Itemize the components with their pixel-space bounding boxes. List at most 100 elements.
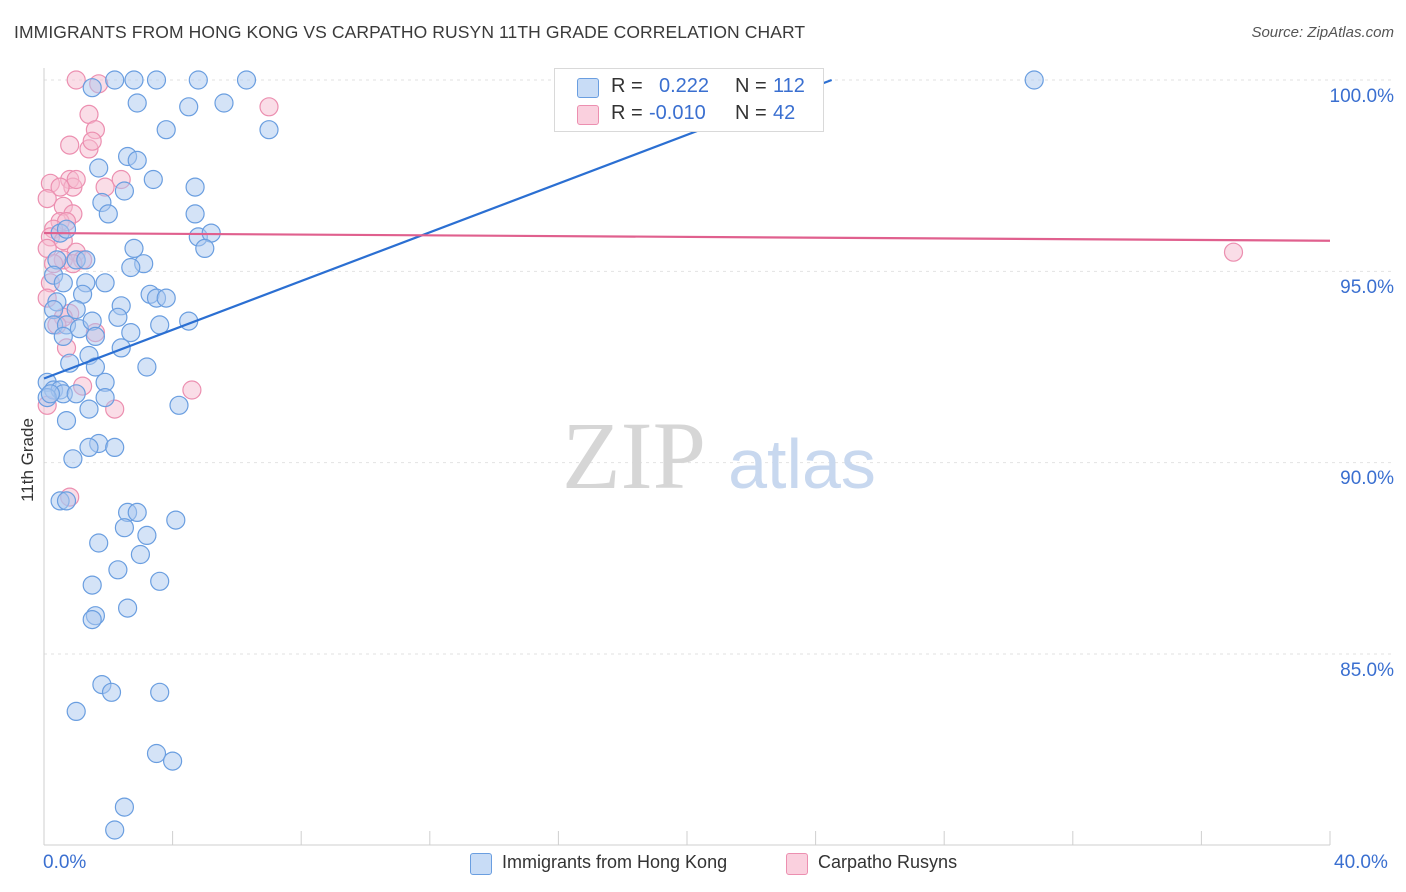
watermark-atlas: atlas [728, 425, 876, 503]
legend-n-value: 42 [773, 102, 796, 124]
data-point [169, 395, 189, 415]
data-point [188, 70, 208, 90]
legend-label: Immigrants from Hong Kong [502, 852, 728, 872]
data-point [66, 384, 86, 404]
data-point [130, 544, 150, 565]
data-point [82, 575, 102, 595]
legend-r-label: R = [611, 102, 643, 124]
data-point [66, 300, 86, 320]
data-point [89, 533, 109, 553]
trend-line-carpatho-rusyns [43, 231, 1331, 242]
legend-swatch-pink [577, 105, 599, 125]
data-point [82, 131, 102, 151]
data-point [56, 219, 77, 239]
data-point [60, 135, 80, 155]
data-point [1024, 70, 1044, 90]
data-point [66, 169, 86, 190]
data-point [37, 189, 57, 209]
data-point [163, 751, 183, 771]
y-tick-85: 85.0% [1340, 660, 1394, 681]
legend-r-value: -0.010 [649, 102, 706, 124]
data-point [53, 273, 73, 293]
data-point [117, 598, 138, 618]
data-point [259, 120, 279, 140]
legend-r-value: 0.222 [659, 75, 710, 97]
data-point [146, 70, 167, 90]
data-point [111, 338, 131, 358]
data-point [114, 518, 135, 538]
legend-r-label: R = [611, 75, 643, 97]
y-tick-95: 95.0% [1340, 277, 1394, 298]
y-tick-90: 90.0% [1340, 468, 1394, 489]
chart-title: IMMIGRANTS FROM HONG KONG VS CARPATHO RU… [14, 22, 806, 42]
data-point [121, 323, 141, 343]
data-point [95, 177, 115, 197]
series-immigrants-from-hong-kong [37, 70, 1044, 840]
data-point [105, 70, 125, 90]
data-point [56, 491, 77, 511]
data-point [82, 609, 102, 630]
data-point [124, 70, 144, 90]
data-point [85, 326, 106, 346]
source-credit: Source: ZipAtlas.com [1251, 24, 1394, 41]
data-point [108, 307, 128, 327]
data-point [1223, 242, 1244, 262]
data-point [79, 399, 99, 419]
data-point [156, 120, 176, 140]
data-point [150, 682, 170, 702]
legend-swatch-blue [577, 78, 599, 98]
data-point [185, 177, 205, 197]
data-point [127, 502, 147, 523]
legend-n-label: N = [735, 102, 767, 124]
data-point [156, 288, 176, 308]
data-point [66, 70, 86, 90]
data-point [114, 797, 135, 817]
data-point [82, 78, 102, 98]
data-point [195, 238, 215, 258]
y-tick-100: 100.0% [1329, 86, 1394, 107]
legend-label: Carpatho Rusyns [818, 852, 958, 872]
data-point [114, 181, 135, 201]
gridlines [44, 79, 1392, 655]
data-point [66, 701, 86, 722]
legend-n-value: 112 [773, 75, 805, 97]
data-point [179, 97, 199, 117]
data-point [53, 326, 73, 346]
data-point [89, 158, 109, 178]
data-point [150, 571, 170, 591]
data-point [214, 93, 234, 113]
data-point [56, 411, 77, 431]
data-point [185, 204, 205, 224]
y-axis-label: 11th Grade [18, 418, 37, 502]
legend-swatch-blue [470, 853, 492, 875]
data-point [137, 525, 157, 546]
data-point [95, 388, 115, 408]
stats-legend: R = 0.222 N = 112 R = -0.010 N = 42 [554, 68, 824, 132]
data-point [182, 380, 202, 400]
data-point [127, 93, 147, 113]
data-point [76, 250, 96, 270]
data-point [121, 257, 141, 278]
data-point [124, 238, 144, 258]
legend-n-label: N = [735, 75, 767, 97]
x-tick-min: 0.0% [43, 852, 87, 873]
data-point [146, 743, 167, 764]
data-point [79, 437, 99, 457]
data-point [137, 357, 157, 377]
data-point [236, 70, 257, 90]
data-point [108, 560, 128, 580]
data-point [101, 682, 122, 702]
data-point [105, 437, 125, 457]
data-point [63, 449, 83, 469]
data-point [127, 150, 147, 170]
data-point [95, 273, 115, 293]
data-point [105, 820, 125, 840]
data-point [166, 510, 186, 530]
data-point [98, 204, 118, 224]
data-point [50, 177, 70, 197]
watermark-zip: ZIP [562, 402, 706, 509]
legend-swatch-pink [786, 853, 808, 875]
data-point [259, 97, 279, 117]
x-tick-max: 40.0% [1334, 852, 1388, 873]
